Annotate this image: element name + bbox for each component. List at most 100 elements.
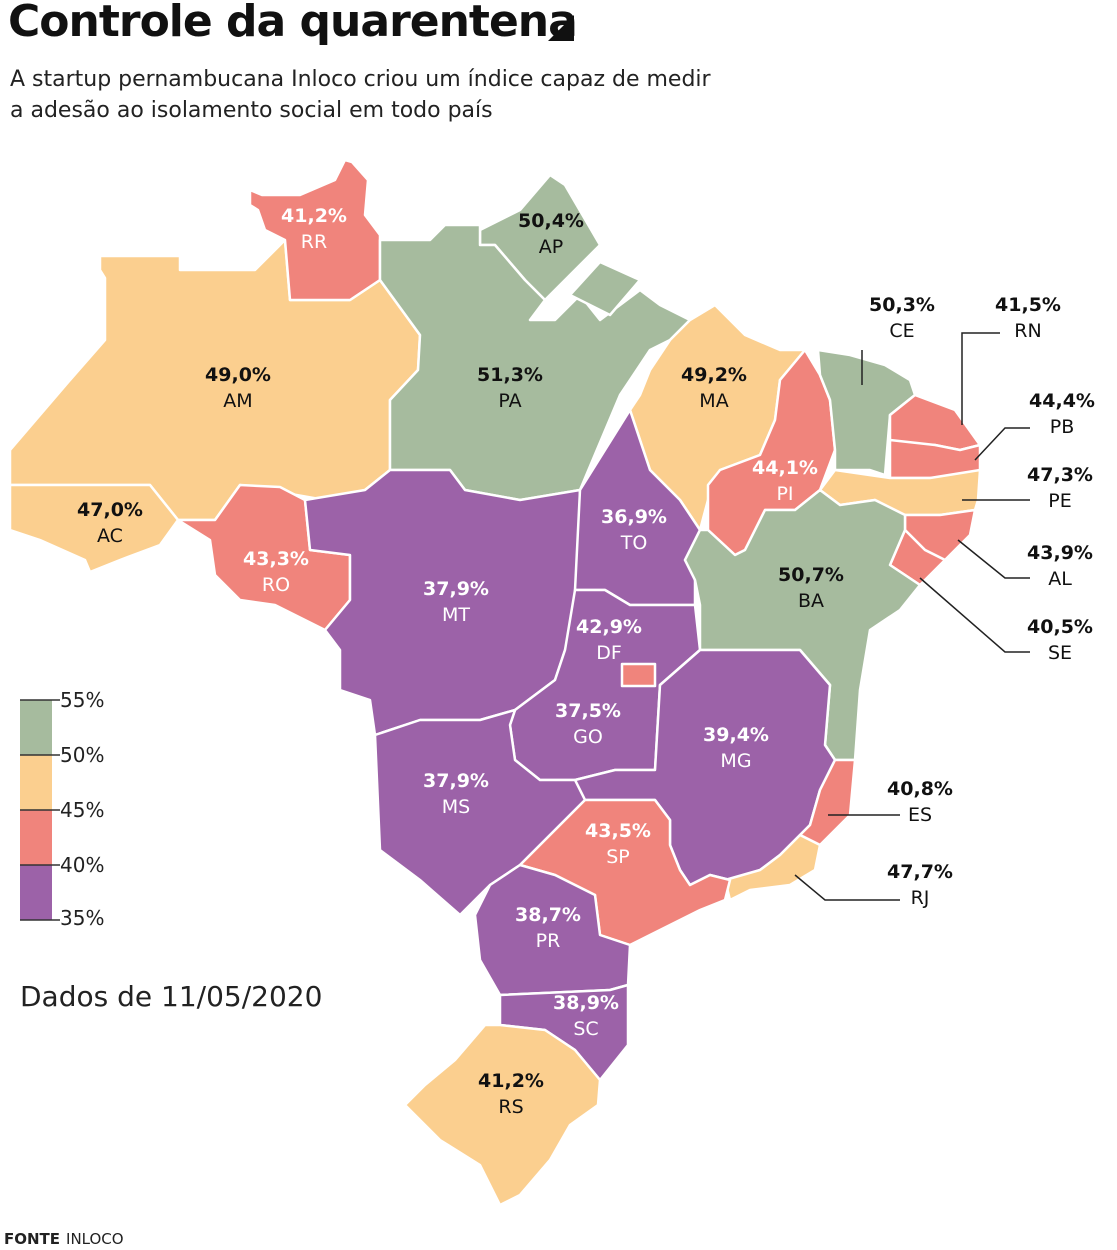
- legend-bin-35-40: [20, 865, 52, 920]
- state-code: SE: [1047, 642, 1073, 664]
- legend-label-45: 45%: [60, 798, 105, 822]
- state-code: PA: [498, 390, 522, 412]
- state-value: 37,9%: [423, 578, 489, 600]
- state-value: 40,8%: [887, 778, 953, 800]
- date-note: Dados de 11/05/2020: [20, 980, 323, 1013]
- state-value: 37,5%: [555, 700, 621, 722]
- legend-bin-40-45: [20, 810, 52, 865]
- state-code: PI: [776, 483, 794, 505]
- state-label-rn: 41,5% RN: [995, 292, 1061, 344]
- state-value: 39,4%: [703, 724, 769, 746]
- state-label-ms: 37,9% MS: [423, 768, 489, 820]
- state-label-pb: 44,4% PB: [1029, 388, 1095, 440]
- state-label-pr: 38,7% PR: [515, 902, 581, 954]
- state-value: 47,3%: [1027, 464, 1093, 486]
- state-value: 47,7%: [887, 861, 953, 883]
- state-label-ma: 49,2% MA: [681, 362, 747, 414]
- state-value: 49,2%: [681, 364, 747, 386]
- state-value: 51,3%: [477, 364, 543, 386]
- state-rs: [403, 1023, 602, 1207]
- legend-color-bar: [20, 699, 60, 921]
- state-ac: [8, 483, 180, 574]
- leader-line-al: [957, 539, 1030, 579]
- state-value: 36,9%: [601, 506, 667, 528]
- state-code: PR: [535, 930, 561, 952]
- state-label-mt: 37,9% MT: [423, 576, 489, 628]
- legend-label-40: 40%: [60, 853, 105, 877]
- state-value: 41,5%: [995, 294, 1061, 316]
- state-code: SP: [606, 846, 630, 868]
- state-code: AC: [97, 525, 123, 547]
- state-label-rr: 41,2% RR: [281, 203, 347, 255]
- state-label-go: 37,5% GO: [555, 698, 621, 750]
- source-label: FONTE: [4, 1230, 61, 1248]
- legend-bin-50-55: [20, 700, 52, 755]
- source-credit: FONTE INLOCO: [4, 1230, 124, 1248]
- state-code: MA: [699, 390, 729, 412]
- state-label-mg: 39,4% MG: [703, 722, 769, 774]
- state-code: DF: [596, 642, 622, 664]
- subtitle-line-1: A startup pernambucana Inloco criou um í…: [10, 67, 711, 92]
- state-value: 41,2%: [281, 205, 347, 227]
- state-code: RS: [498, 1096, 524, 1118]
- state-code: RN: [1014, 320, 1042, 342]
- state-label-rj: 47,7% RJ: [887, 859, 953, 911]
- state-label-es: 40,8% ES: [887, 776, 953, 828]
- state-value: 44,1%: [752, 457, 818, 479]
- state-rr: [248, 158, 382, 302]
- state-code: TO: [620, 532, 648, 554]
- state-code: RO: [261, 574, 291, 596]
- state-value: 41,2%: [478, 1070, 544, 1092]
- state-value: 37,9%: [423, 770, 489, 792]
- state-value: 43,9%: [1027, 542, 1093, 564]
- state-label-al: 43,9% AL: [1027, 540, 1093, 592]
- state-code: BA: [797, 590, 825, 612]
- state-rj: [723, 833, 822, 902]
- state-code: ES: [907, 804, 933, 826]
- state-label-ce: 50,3% CE: [869, 292, 935, 344]
- leader-line-rj: [794, 874, 900, 901]
- state-value: 38,7%: [515, 904, 581, 926]
- state-pa-islands: [568, 260, 642, 317]
- state-code: PE: [1048, 490, 1072, 512]
- state-ms: [373, 708, 587, 917]
- state-value: 50,3%: [869, 294, 935, 316]
- state-value: 43,3%: [243, 548, 309, 570]
- state-label-df: 42,9% DF: [576, 614, 642, 666]
- legend-label-35: 35%: [60, 906, 105, 930]
- page-subtitle: A startup pernambucana Inloco criou um í…: [10, 64, 730, 126]
- state-to: [573, 408, 702, 607]
- leader-line-pb: [974, 427, 1030, 461]
- state-label-to: 36,9% TO: [601, 504, 667, 556]
- state-value: 42,9%: [576, 616, 642, 638]
- state-code: RR: [300, 231, 328, 253]
- state-label-am: 49,0% AM: [205, 362, 271, 414]
- state-code: AM: [223, 390, 253, 412]
- state-code: AL: [1048, 568, 1072, 590]
- state-code: MS: [441, 796, 471, 818]
- state-code: MT: [441, 604, 470, 626]
- state-label-ac: 47,0% AC: [77, 497, 143, 549]
- title-corner-triangle-icon: [548, 15, 574, 41]
- state-label-ba: 50,7% BA: [778, 562, 844, 614]
- state-code: CE: [889, 320, 915, 342]
- source-value: INLOCO: [66, 1230, 124, 1248]
- page-title: Controle da quarentena: [8, 0, 578, 47]
- state-ba: [683, 488, 922, 762]
- state-df: [620, 662, 657, 688]
- state-ce: [816, 348, 917, 477]
- state-label-pi: 44,1% PI: [752, 455, 818, 507]
- state-code: GO: [573, 726, 603, 748]
- subtitle-line-2: a adesão ao isolamento social em todo pa…: [10, 98, 493, 123]
- state-value: 40,5%: [1027, 616, 1093, 638]
- state-label-sp: 43,5% SP: [585, 818, 651, 870]
- leader-line-se: [919, 577, 1030, 653]
- state-label-sc: 38,9% SC: [553, 990, 619, 1042]
- state-code: AP: [538, 236, 564, 258]
- state-label-pe: 47,3% PE: [1027, 462, 1093, 514]
- state-code: RJ: [910, 887, 930, 909]
- state-code: MG: [720, 750, 752, 772]
- state-value: 44,4%: [1029, 390, 1095, 412]
- state-pa: [378, 223, 692, 502]
